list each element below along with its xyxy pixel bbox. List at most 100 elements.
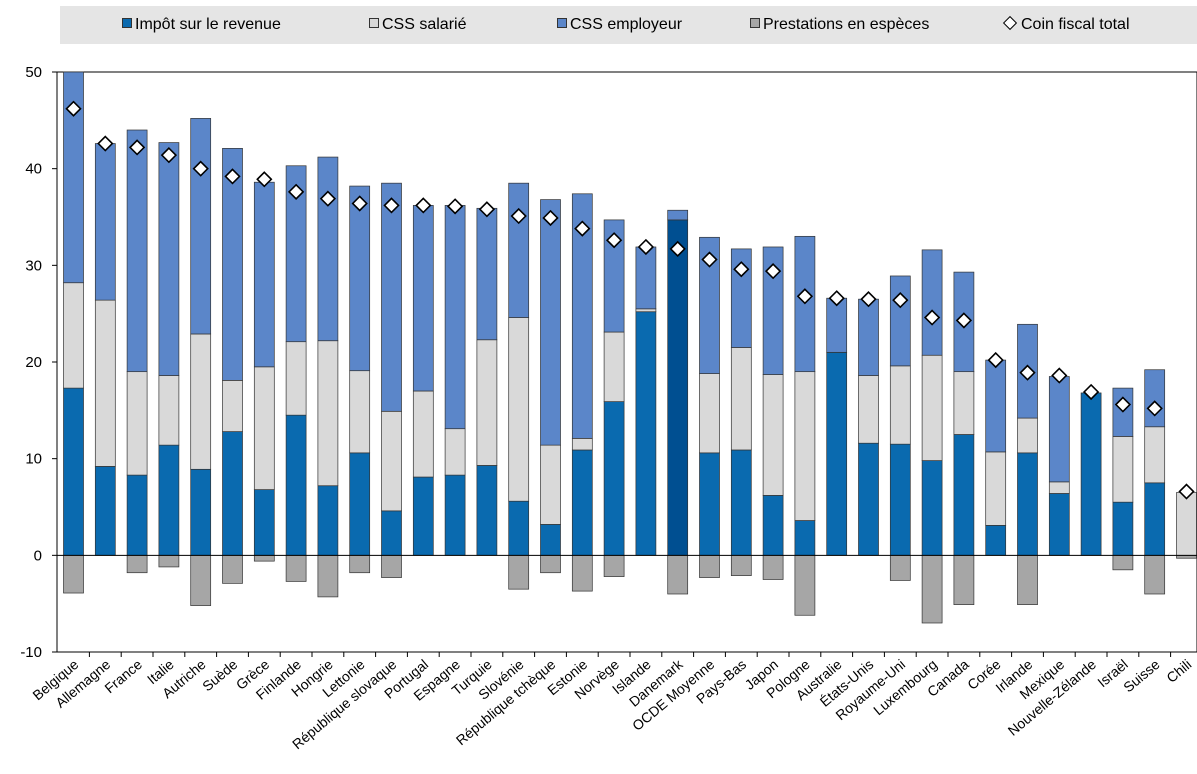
- tax-wedge-marker: [828, 290, 845, 307]
- bar-segment: [603, 554, 625, 577]
- legend-item-cash-benefits: Prestations en espèces: [750, 6, 929, 44]
- bar-segment: [985, 525, 1007, 556]
- bar-segment: [540, 524, 561, 556]
- bar-segment: [889, 554, 911, 581]
- bar-segment: [794, 371, 816, 521]
- bar-segment: [635, 308, 657, 313]
- bar-segment: [158, 554, 180, 568]
- bar-segment: [317, 156, 339, 342]
- bar-segment: [190, 333, 212, 470]
- bar-segment: [285, 554, 307, 582]
- bar-segment: [1048, 376, 1070, 483]
- bar-segment: [730, 347, 752, 451]
- bar-segment: [635, 246, 657, 310]
- bar-segment: [921, 249, 943, 356]
- bar-segment: [253, 181, 275, 368]
- x-tick-label: Suisse: [1120, 656, 1163, 695]
- bar-segment: [794, 554, 816, 616]
- tax-wedge-marker: [224, 168, 241, 185]
- bar-segment: [285, 341, 307, 416]
- tax-wedge-marker: [574, 220, 591, 237]
- tax-wedge-marker: [764, 263, 782, 280]
- bar-segment: [762, 495, 784, 556]
- bar-segment: [985, 359, 1007, 453]
- bar-segment: [412, 205, 434, 392]
- bar-segment: [730, 554, 752, 576]
- bar-segment: [94, 299, 116, 467]
- bar-segment: [699, 373, 720, 454]
- bar-segment: [126, 554, 148, 574]
- bar-segment: [921, 354, 943, 461]
- bar-segment: [222, 148, 243, 381]
- tax-wedge-marker: [383, 197, 400, 214]
- x-tick-label: Chili: [1163, 656, 1194, 686]
- bar-segment: [381, 410, 402, 512]
- y-tick-label: 50: [25, 64, 42, 81]
- tax-wedge-marker: [1082, 383, 1100, 401]
- bar-segment: [889, 443, 911, 556]
- bar-segment: [349, 185, 371, 372]
- bar-segment: [921, 460, 943, 556]
- bar-segment: [571, 554, 593, 592]
- tax-wedge-marker: [955, 312, 973, 329]
- bar-segment: [126, 474, 148, 556]
- bar-segment: [1112, 554, 1134, 571]
- bar-segment: [412, 476, 434, 556]
- bar-segment: [190, 554, 212, 606]
- bar-segment: [762, 554, 784, 580]
- bar-segment: [1080, 392, 1102, 556]
- bar-segment: [190, 468, 212, 556]
- bar-segment: [126, 129, 148, 373]
- bar-segment: [858, 375, 879, 444]
- bar-segment: [1048, 481, 1070, 494]
- bar-segment: [1017, 452, 1038, 556]
- bar-segment: [1112, 501, 1134, 556]
- tax-wedge-marker: [319, 190, 337, 207]
- bar-segment: [381, 510, 402, 556]
- bar-segment: [730, 449, 752, 556]
- tax-wedge-marker: [637, 238, 655, 256]
- bar-segment: [253, 554, 275, 562]
- legend-swatch-employer-ssc: [557, 18, 567, 29]
- bar-segment: [603, 331, 625, 402]
- y-tick-label: 20: [25, 354, 42, 371]
- legend-swatch-employee-ssc: [369, 18, 379, 29]
- bar-segment: [126, 371, 148, 476]
- bar-segment: [889, 365, 911, 445]
- legend-item-employer-ssc: CSS employeur: [557, 6, 682, 44]
- tax-wedge-marker: [415, 197, 432, 214]
- tax-wedge-marker: [987, 351, 1004, 369]
- bar-segment: [1144, 426, 1166, 484]
- tax-wedge-marker: [923, 309, 941, 326]
- bar-segment: [540, 199, 561, 446]
- bar-segment: [762, 374, 784, 496]
- tax-wedge-marker: [733, 261, 750, 278]
- bar-segment: [94, 466, 116, 556]
- bar-segment: [1017, 554, 1038, 605]
- bar-segment: [63, 387, 84, 556]
- bar-segment: [222, 431, 243, 556]
- bar-segment: [1176, 492, 1197, 556]
- bar-segment: [858, 442, 879, 556]
- tax-wedge-marker: [1114, 396, 1132, 413]
- bar-segment: [699, 554, 720, 578]
- bar-segment: [349, 554, 371, 574]
- bar-segment: [667, 219, 689, 556]
- bar-segment: [222, 554, 243, 584]
- bar-segment: [667, 554, 689, 595]
- bar-segment: [762, 246, 784, 375]
- legend-item-employee-ssc: CSS salarié: [369, 6, 466, 44]
- bar-segment: [381, 554, 402, 578]
- bar-segment: [285, 414, 307, 556]
- tax-wedge-marker: [510, 207, 527, 225]
- y-tick-label: 0: [34, 547, 42, 564]
- bar-segment: [476, 339, 498, 466]
- bar-segment: [476, 207, 498, 341]
- bar-segment: [444, 428, 466, 476]
- tax-wedge-marker: [351, 195, 368, 212]
- bar-segment: [412, 390, 434, 478]
- bar-segment: [858, 298, 879, 376]
- bar-segment: [540, 444, 561, 525]
- bar-segment: [1048, 493, 1070, 556]
